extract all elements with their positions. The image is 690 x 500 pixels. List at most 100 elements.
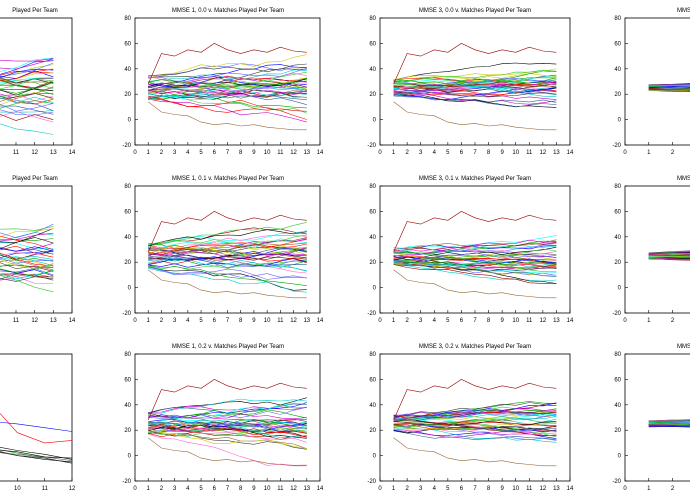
series-line <box>648 86 690 89</box>
x-tick-label: 7 <box>473 486 477 492</box>
series-line <box>148 66 307 77</box>
series-line <box>648 252 690 254</box>
series-line <box>0 91 54 106</box>
y-tick-label: 60 <box>124 209 131 215</box>
series-line <box>393 264 557 272</box>
x-tick-label: 3 <box>173 318 177 324</box>
series-line <box>648 83 690 86</box>
x-tick-label: 12 <box>31 318 38 324</box>
series-line <box>148 404 307 420</box>
x-tick-label: 11 <box>13 318 20 324</box>
series-line <box>0 103 54 112</box>
series-line <box>0 259 54 271</box>
series-line <box>648 419 690 422</box>
y-tick-label: 0 <box>618 286 622 292</box>
x-tick-label: 5 <box>446 150 450 156</box>
x-tick-label: 13 <box>303 150 310 156</box>
x-tick-label: 0 <box>623 486 627 492</box>
series-line <box>0 238 54 241</box>
series-line <box>393 244 557 253</box>
series-line <box>648 90 690 93</box>
series-line <box>148 234 307 251</box>
y-tick-label: 20 <box>369 428 376 434</box>
series-line <box>148 407 307 419</box>
x-tick-label: 9 <box>252 486 256 492</box>
series-line <box>0 100 54 109</box>
y-tick-label: 80 <box>124 184 131 190</box>
series-line <box>648 82 690 85</box>
y-tick-label: 60 <box>124 41 131 47</box>
series-group <box>648 419 690 428</box>
chart-title: MMSE 3, 0.0 v. Matches Played Per Team <box>419 8 531 14</box>
series-line <box>148 101 307 131</box>
series-line <box>393 260 557 268</box>
x-tick-label: 6 <box>460 318 464 324</box>
series-line <box>148 79 307 95</box>
series-line <box>393 43 557 85</box>
y-tick-label: 80 <box>124 352 131 358</box>
series-line <box>648 84 690 87</box>
x-tick-label: 1 <box>147 318 151 324</box>
y-tick-label: 60 <box>614 377 621 383</box>
series-line <box>0 245 54 258</box>
series-line <box>0 235 54 251</box>
series-line <box>0 452 72 464</box>
x-tick-label: 5 <box>199 318 203 324</box>
series-line <box>393 83 557 88</box>
series-line <box>393 262 557 276</box>
series-line <box>393 252 557 261</box>
series-line <box>148 432 307 449</box>
series-line <box>393 87 557 101</box>
x-tick-label: 4 <box>433 486 437 492</box>
series-line <box>0 412 72 444</box>
series-line <box>0 226 54 231</box>
series-line <box>648 257 690 260</box>
series-line <box>0 421 72 432</box>
series-line <box>148 402 307 425</box>
series-line <box>393 262 557 274</box>
x-tick-label: 0 <box>623 150 627 156</box>
series-line <box>0 72 54 82</box>
x-tick-label: 0 <box>378 318 382 324</box>
series-line <box>0 60 54 75</box>
series-line <box>148 420 307 432</box>
y-tick-label: 20 <box>614 260 621 266</box>
series-line <box>0 70 54 76</box>
series-line <box>0 111 54 123</box>
x-tick-label: 6 <box>213 150 217 156</box>
series-line <box>0 58 54 62</box>
y-tick-label: 0 <box>618 454 622 460</box>
series-line <box>648 256 690 259</box>
series-line <box>0 273 54 281</box>
y-tick-label: 20 <box>614 92 621 98</box>
series-line <box>393 264 557 284</box>
y-tick-label: -20 <box>612 143 621 149</box>
series-line <box>393 411 557 420</box>
series-line <box>393 424 557 438</box>
series-line <box>148 245 307 256</box>
x-tick-label: 11 <box>277 318 284 324</box>
y-tick-label: 60 <box>369 209 376 215</box>
x-tick-label: 2 <box>671 486 675 492</box>
series-line <box>148 427 307 438</box>
y-tick-label: 40 <box>614 67 621 73</box>
series-line <box>393 95 557 108</box>
series-line <box>393 418 557 426</box>
x-tick-label: 4 <box>433 150 437 156</box>
series-line <box>393 248 557 262</box>
series-group <box>393 43 557 131</box>
x-tick-label: 4 <box>186 318 190 324</box>
chart-title: MMSE 3, 0.1 v. Matches Played Per Team <box>419 176 531 182</box>
y-tick-label: 0 <box>128 286 132 292</box>
series-line <box>648 251 690 254</box>
series-line <box>148 54 307 79</box>
x-tick-label: 10 <box>264 318 271 324</box>
series-line <box>648 426 690 428</box>
x-tick-label: 3 <box>173 150 177 156</box>
y-tick-label: 40 <box>369 67 376 73</box>
series-line <box>148 79 307 89</box>
series-line <box>147 43 307 85</box>
x-tick-label: 0 <box>378 486 382 492</box>
plot-frame <box>0 353 73 482</box>
